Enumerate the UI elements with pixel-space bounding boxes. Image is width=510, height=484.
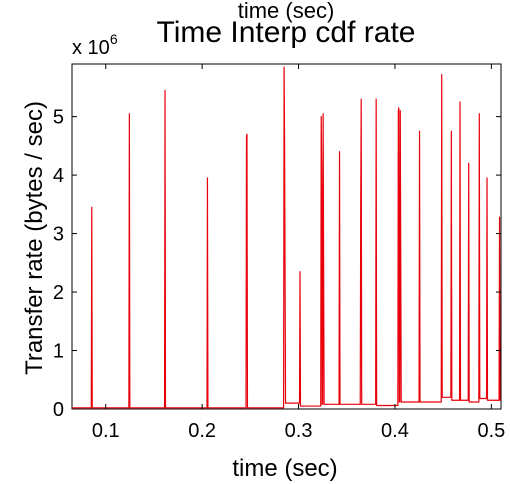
x-tick-label: 0.4 bbox=[381, 420, 409, 442]
x-axis-ticks: 0.1 0.2 0.3 0.4 0.5 bbox=[92, 64, 505, 442]
y-tick-label: 5 bbox=[53, 107, 64, 129]
x-tick-label: 0.1 bbox=[92, 420, 120, 442]
y-axis-ticks: 0 1 2 3 4 5 bbox=[53, 107, 501, 421]
y-tick-label: 2 bbox=[53, 282, 64, 304]
chart-title: Time Interp cdf rate bbox=[157, 16, 416, 49]
y-tick-label: 3 bbox=[53, 224, 64, 246]
plot-frame bbox=[71, 63, 502, 410]
series-line-0 bbox=[72, 66, 501, 409]
exponent-label: x 106 bbox=[72, 31, 118, 59]
exponent-power: 6 bbox=[110, 31, 118, 47]
x-tick-label: 0.2 bbox=[188, 420, 216, 442]
top-axis-label: time (sec) bbox=[238, 0, 335, 23]
y-tick-label: 1 bbox=[53, 341, 64, 363]
y-tick-label: 4 bbox=[53, 165, 64, 187]
x-tick-label: 0.5 bbox=[477, 420, 505, 442]
x-tick-label: 0.3 bbox=[285, 420, 313, 442]
exponent-prefix: x 10 bbox=[72, 37, 110, 59]
x-axis-label: time (sec) bbox=[232, 455, 337, 482]
y-axis-label: Transfer rate (bytes / sec) bbox=[21, 101, 48, 375]
y-tick-label: 0 bbox=[53, 399, 64, 421]
plot-area bbox=[71, 63, 502, 410]
